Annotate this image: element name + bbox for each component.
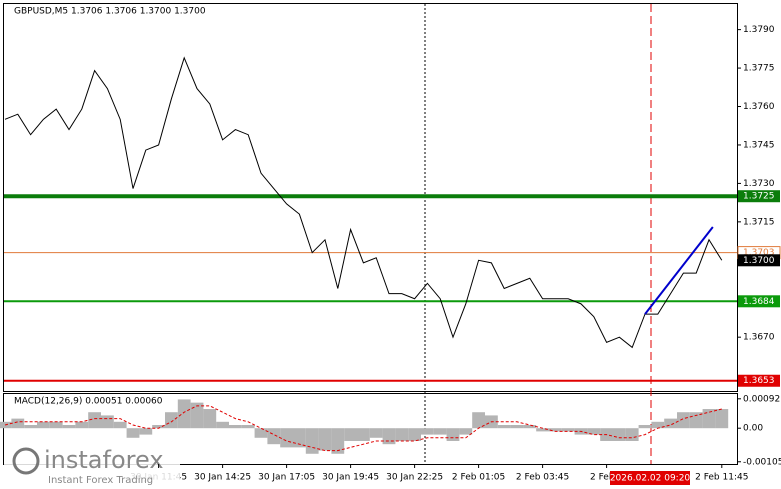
macd-bar xyxy=(267,428,281,445)
x-tick-label: 2 Feb 11:45 xyxy=(695,473,748,483)
level-label-box xyxy=(738,295,780,308)
y-tick-label: 1.3730 xyxy=(743,179,775,189)
macd-bar xyxy=(280,428,293,448)
trend-line xyxy=(644,226,714,315)
macd-bar xyxy=(331,428,345,454)
logo xyxy=(12,447,40,475)
x-tick-label: 30 Jan 19:45 xyxy=(322,473,379,483)
macd-bar xyxy=(37,421,50,429)
macd-bar xyxy=(357,428,370,441)
main-panel xyxy=(3,3,738,392)
tagline: Instant Forex Trading xyxy=(48,475,153,486)
macd-bar xyxy=(49,421,63,429)
macd-bar xyxy=(625,428,639,441)
macd-bar xyxy=(677,412,690,429)
level-label-box xyxy=(738,190,780,203)
macd-bar xyxy=(549,428,562,432)
macd-bar xyxy=(139,428,153,435)
watermark: instaforex Instant Forex Trading xyxy=(4,444,180,486)
macd-bar xyxy=(536,428,549,432)
macd-bar xyxy=(382,428,396,445)
x-tick-label: 2 Feb 01:05 xyxy=(452,473,505,483)
level-label: 1.3700 xyxy=(743,256,775,266)
x-tick-label: 2 Feb 0 xyxy=(590,473,623,483)
macd-bar xyxy=(561,428,575,432)
macd-bar xyxy=(715,409,729,429)
macd-panel xyxy=(3,393,738,465)
level-label: 1.3684 xyxy=(743,297,775,307)
x-tick-label: 30 Jan 17:05 xyxy=(258,473,315,483)
time-marker-label: 2026.02.02 09:20 xyxy=(610,474,691,484)
macd-bar xyxy=(216,421,229,429)
macd-bar xyxy=(241,425,255,429)
macd-bar xyxy=(446,428,460,441)
macd-bar xyxy=(293,428,306,448)
macd-bar xyxy=(587,428,601,435)
x-tick-label: 30 Jan 22:25 xyxy=(386,473,443,483)
y-tick-label: 1.3715 xyxy=(743,217,775,227)
macd-bar xyxy=(651,421,665,429)
macd-bar xyxy=(613,428,626,441)
chart-title: GBPUSD,M5 1.3706 1.3706 1.3700 1.3700 xyxy=(14,7,206,17)
x-tick-label: 30 Jan 14:25 xyxy=(194,473,251,483)
y-tick-label: 1.3670 xyxy=(743,333,775,343)
y-tick-label: 0.00 xyxy=(743,424,763,434)
macd-bar xyxy=(254,428,268,438)
macd-bar xyxy=(229,425,242,429)
macd-bar xyxy=(203,409,217,429)
y-tick-label: 1.3745 xyxy=(743,140,775,150)
y-tick-label: -0.00105 xyxy=(743,457,781,467)
macd-bar xyxy=(664,418,677,429)
macd-bar xyxy=(497,425,511,429)
y-tick-label: 1.3760 xyxy=(743,102,775,112)
macd-bar xyxy=(369,428,383,438)
macd-bar xyxy=(523,425,537,429)
macd-bar xyxy=(318,428,332,451)
x-tick-label: 2 Feb 03:45 xyxy=(516,473,569,483)
brand: instaforex xyxy=(44,446,164,474)
macd-bar xyxy=(11,418,25,429)
macd-bar xyxy=(113,421,127,429)
macd-bar xyxy=(75,421,89,429)
macd-bar xyxy=(190,402,204,429)
macd-bar xyxy=(459,428,473,435)
level-label: 1.3725 xyxy=(743,192,775,202)
macd-bar xyxy=(421,428,434,435)
signal-line xyxy=(4,405,722,452)
macd-bar xyxy=(305,428,319,454)
time-marker-box xyxy=(610,471,690,485)
price-line xyxy=(4,56,723,349)
macd-bar xyxy=(152,425,165,429)
macd-bar xyxy=(408,428,421,441)
macd-bar xyxy=(395,428,409,441)
level-label: 1.3703 xyxy=(743,248,775,258)
level-label: 1.3653 xyxy=(743,376,775,386)
macd-bar xyxy=(433,428,447,435)
y-tick-label: 0.00092 xyxy=(743,394,780,404)
macd-bar xyxy=(702,409,716,429)
macd-bar xyxy=(510,425,524,429)
macd-title: MACD(12,26,9) 0.00051 0.00060 xyxy=(14,397,163,407)
macd-bar xyxy=(62,425,76,429)
macd-bar xyxy=(638,425,652,429)
macd-bar xyxy=(126,428,140,438)
macd-bar xyxy=(689,412,703,429)
y-tick-label: 1.3775 xyxy=(743,64,775,74)
macd-bar xyxy=(101,415,114,429)
macd-bar xyxy=(472,412,485,429)
macd-bar xyxy=(344,428,357,441)
level-label-box xyxy=(738,254,780,267)
level-label-box xyxy=(738,374,780,387)
macd-bar xyxy=(88,412,101,429)
y-tick-label: 1.3790 xyxy=(743,25,775,35)
macd-bar xyxy=(24,425,37,429)
macd-bar xyxy=(177,399,191,429)
macd-bar xyxy=(165,412,178,429)
